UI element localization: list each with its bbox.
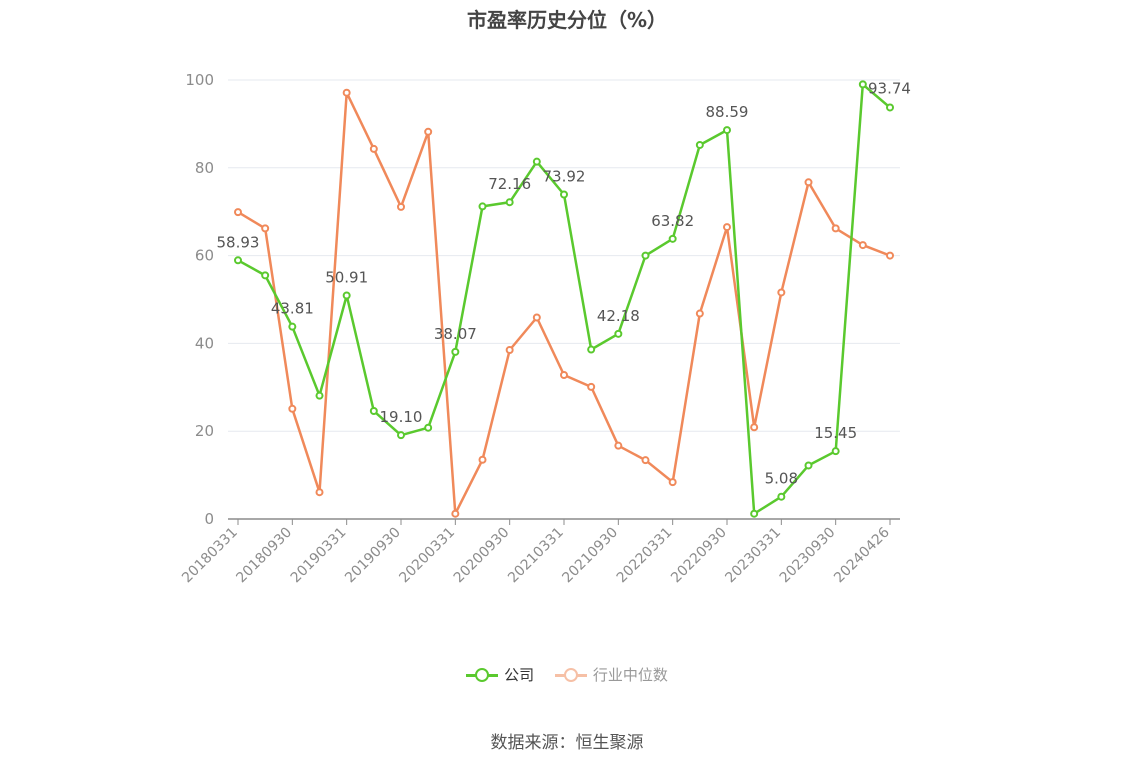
x-tick-label: 20200331: [396, 525, 458, 587]
data-point: [831, 224, 840, 233]
x-tick-label: 20210331: [505, 525, 567, 587]
data-point: [369, 407, 378, 416]
data-point: [478, 202, 487, 211]
data-point: [668, 234, 677, 243]
data-label: 58.93: [217, 233, 260, 251]
data-point: [723, 126, 731, 135]
legend: 公司 行业中位数: [0, 664, 1134, 686]
x-tick-label: 20190331: [288, 525, 350, 587]
x-tick-label: 20240426: [831, 524, 893, 586]
x-tick-label: 20230331: [722, 525, 784, 587]
legend-item-industry[interactable]: 行业中位数: [554, 664, 668, 685]
y-tick-label: 60: [195, 247, 214, 265]
data-point: [641, 251, 650, 260]
y-tick-label: 80: [195, 159, 214, 177]
data-point: [288, 404, 297, 413]
chart-title: 市盈率历史分位（%）: [466, 8, 668, 32]
data-point: [261, 271, 270, 280]
data-point: [750, 423, 759, 432]
data-point: [723, 223, 731, 232]
data-point: [777, 492, 786, 501]
data-point: [532, 157, 541, 166]
y-tick-label: 40: [195, 334, 214, 352]
data-label: 42.18: [597, 307, 640, 325]
data-point: [560, 190, 568, 199]
x-tick-label: 20220930: [668, 525, 730, 587]
y-tick-label: 0: [204, 510, 214, 528]
data-point: [695, 309, 704, 318]
data-point: [451, 347, 460, 356]
data-label: 93.74: [868, 79, 911, 97]
x-tick-label: 20230930: [777, 525, 839, 587]
series-line-行业中位数: [237, 91, 891, 515]
data-label: 5.08: [765, 470, 798, 488]
data-point: [505, 345, 514, 354]
data-label: 38.07: [434, 325, 477, 343]
data-point: [560, 371, 568, 380]
data-point: [424, 423, 433, 432]
data-point: [587, 382, 596, 391]
data-label: 50.91: [325, 269, 368, 287]
series-line-公司: [237, 83, 891, 515]
data-point: [478, 455, 487, 464]
data-point: [804, 178, 813, 187]
x-tick-label: 20200930: [451, 525, 513, 587]
data-label: 72.16: [488, 175, 531, 193]
x-tick-label: 20180331: [179, 525, 241, 587]
data-point: [668, 478, 677, 487]
data-point: [451, 509, 460, 518]
data-point: [614, 441, 623, 450]
data-point: [342, 291, 351, 300]
y-tick-label: 20: [195, 422, 214, 440]
data-point: [804, 461, 813, 470]
data-point: [397, 202, 405, 211]
y-tick-label: 100: [185, 71, 214, 89]
data-point: [532, 313, 541, 322]
data-point: [261, 224, 270, 233]
legend-industry-icon: [554, 667, 587, 682]
data-point: [750, 509, 759, 518]
data-point: [614, 329, 623, 338]
data-point: [342, 88, 351, 97]
data-label: 73.92: [543, 167, 586, 185]
data-point: [858, 241, 867, 250]
data-label: 43.81: [271, 300, 314, 318]
legend-industry-label: 行业中位数: [592, 666, 668, 684]
data-label: 19.10: [380, 408, 423, 426]
x-tick-label: 20220331: [614, 525, 676, 587]
data-point: [288, 322, 297, 331]
data-point: [397, 431, 405, 440]
grid-lines: [228, 79, 900, 432]
data-label: 88.59: [706, 103, 749, 121]
data-point: [234, 208, 242, 217]
data-point: [831, 447, 840, 456]
data-point: [315, 391, 324, 400]
axes: 0 20 40 60 80 100 2018033120180930201903312019…: [179, 71, 900, 586]
legend-company-label: 公司: [504, 666, 535, 684]
data-point: [315, 488, 324, 497]
x-tick-label: 20180930: [233, 525, 295, 587]
data-point: [695, 140, 704, 149]
series-layer: [234, 80, 894, 518]
data-label: 15.45: [814, 424, 857, 442]
data-point: [777, 288, 786, 297]
data-point: [886, 251, 894, 260]
data-point: [641, 456, 650, 465]
data-point: [505, 198, 514, 207]
data-point: [369, 144, 378, 153]
data-point: [886, 103, 894, 112]
data-point: [587, 345, 596, 354]
legend-item-company[interactable]: 公司: [466, 664, 534, 685]
data-labels: 58.93 43.81 50.91 19.10 38.07 72.16 73.92 42.18…: [217, 79, 911, 487]
x-tick-label: 20190930: [342, 525, 404, 587]
data-point: [858, 80, 867, 89]
source-note: 数据来源：恒生聚源: [490, 733, 644, 753]
x-tick-label: 20210930: [559, 525, 621, 587]
legend-company-icon: [466, 667, 499, 682]
data-point: [234, 256, 242, 265]
data-point: [424, 127, 433, 136]
data-label: 63.82: [651, 212, 694, 230]
